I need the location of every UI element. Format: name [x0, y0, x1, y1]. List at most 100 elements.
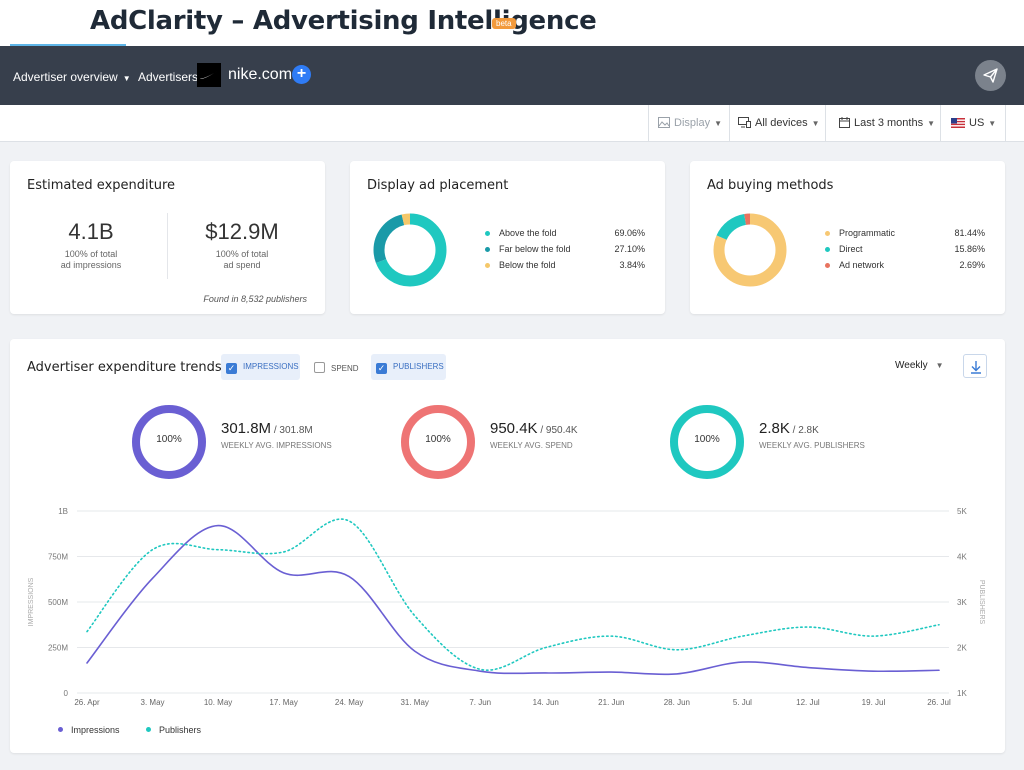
spend-toggle-label: SPEND [331, 364, 359, 373]
y-tick-label: 500M [48, 598, 68, 607]
devices-filter-label: All devices [755, 117, 808, 129]
legend-dot-icon [825, 247, 830, 252]
legend-percentage: 27.10% [614, 244, 645, 254]
donut-slice-far-below-the-fold[interactable] [373, 213, 447, 287]
placement-donut-chart [373, 213, 447, 287]
buying-donut-chart [713, 213, 787, 287]
interval-dropdown[interactable]: Weekly ▼ [895, 360, 944, 371]
overview-label: Advertiser overview [13, 70, 118, 84]
x-tick-label: 19. Jul [862, 698, 886, 707]
publishers-toggle[interactable]: ✓ PUBLISHERS [371, 354, 446, 380]
image-icon [658, 117, 670, 131]
legend-label: Above the fold [499, 228, 557, 238]
legend-label: Programmatic [839, 228, 896, 238]
estimated-expenditure-card: Estimated expenditure 4.1B 100% of total… [10, 161, 325, 314]
y2-tick-label: 2K [957, 644, 967, 653]
calendar-icon [839, 117, 850, 131]
kpi-value: 301.8M / 301.8M [221, 420, 313, 437]
legend-percentage: 69.06% [614, 228, 645, 238]
legend-label: Direct [839, 244, 863, 254]
filter-bar: Display ▼ All devices ▼ Last 3 months ▼ US ▼ [0, 105, 1024, 142]
legend-percentage: 81.44% [954, 228, 985, 238]
impressions-dot-icon [58, 727, 63, 732]
spend-toggle[interactable]: SPEND [309, 354, 361, 380]
download-icon [971, 361, 981, 374]
download-button[interactable] [963, 354, 987, 378]
spend-sub: 100% of total ad spend [215, 249, 269, 270]
x-tick-label: 28. Jun [664, 698, 690, 707]
kpi-label: WEEKLY AVG. IMPRESSIONS [221, 441, 332, 450]
nike-logo-icon [197, 63, 221, 87]
caret-down-icon: ▼ [122, 74, 131, 83]
kpi-ring-label: 100% [425, 434, 451, 445]
placement-legend: Above the fold 69.06% Far below the fold 27… [485, 227, 645, 275]
y2-tick-label: 1K [957, 689, 967, 698]
publishers-dot-icon [146, 727, 152, 732]
found-in-publishers-note: Found in 8,532 publishers [203, 294, 307, 304]
beta-badge: beta [492, 18, 516, 29]
nav-bar: Advertiser overview ▼ Advertisers: nike.c… [0, 46, 1024, 105]
x-tick-label: 26. Jul [927, 698, 951, 707]
legend-publishers-label: Publishers [159, 725, 202, 735]
title-bar: AdClarity – Advertising Intelligence bet… [0, 0, 1024, 46]
legend-row: Direct 15.86% [825, 243, 985, 259]
progress-ring-icon [132, 405, 206, 479]
x-tick-label: 3. May [141, 698, 165, 707]
interval-label: Weekly [895, 360, 928, 371]
legend-impressions-label: Impressions [71, 725, 120, 735]
legend-dot-icon [825, 263, 830, 268]
caret-down-icon: ▼ [988, 119, 997, 128]
kpi-label: WEEKLY AVG. SPEND [490, 441, 573, 450]
legend-percentage: 3.84% [619, 260, 645, 270]
series-line-impressions[interactable] [86, 524, 940, 676]
y-tick-label: 1B [58, 507, 68, 516]
spend-metric: $12.9M 100% of total ad spend [167, 219, 317, 271]
donut-slice-below-the-fold[interactable] [373, 213, 447, 287]
advertiser-domain[interactable]: nike.com [228, 66, 293, 83]
kpi-ring-label: 100% [694, 434, 720, 445]
legend-row: Far below the fold 27.10% [485, 243, 645, 259]
y2-axis-title: PUBLISHERS [978, 580, 985, 625]
x-tick-label: 31. May [400, 698, 428, 707]
display-filter[interactable]: Display ▼ [648, 105, 729, 142]
card-title: Display ad placement [367, 178, 509, 193]
series-line-publishers[interactable] [86, 518, 940, 671]
kpi-label: WEEKLY AVG. PUBLISHERS [759, 441, 865, 450]
checkbox-checked-icon: ✓ [376, 363, 387, 374]
legend-impressions[interactable]: Impressions [58, 725, 120, 735]
legend-dot-icon [485, 247, 490, 252]
x-tick-label: 10. May [204, 698, 232, 707]
checkbox-checked-icon: ✓ [226, 363, 237, 374]
y2-tick-label: 4K [957, 553, 967, 562]
country-filter[interactable]: US ▼ [940, 105, 1006, 142]
y-tick-label: 250M [48, 644, 68, 653]
add-advertiser-button[interactable]: + [292, 65, 311, 84]
caret-down-icon: ▼ [714, 119, 722, 128]
legend-row: Ad network 2.69% [825, 259, 985, 275]
legend-row: Below the fold 3.84% [485, 259, 645, 275]
donut-slice-ad-network[interactable] [713, 213, 787, 287]
publishers-toggle-label: PUBLISHERS [393, 362, 444, 371]
legend-label: Below the fold [499, 260, 556, 270]
spend-value: $12.9M [205, 219, 279, 244]
us-flag-icon [951, 118, 965, 131]
period-filter-label: Last 3 months [854, 117, 924, 129]
legend-row: Programmatic 81.44% [825, 227, 985, 243]
card-title: Ad buying methods [707, 178, 834, 193]
x-tick-label: 24. May [335, 698, 363, 707]
trend-line-chart: 0 1K 250M 2K 500M 3K 750M 4K 1B 5K IMPRESSIONS PUBL… [28, 507, 985, 707]
legend-percentage: 15.86% [954, 244, 985, 254]
share-button[interactable] [975, 60, 1006, 91]
x-tick-label: 12. Jul [796, 698, 820, 707]
y-axis-title: IMPRESSIONS [28, 577, 35, 626]
legend-dot-icon [825, 231, 830, 236]
legend-publishers[interactable]: Publishers [146, 725, 201, 735]
impressions-toggle[interactable]: ✓ IMPRESSIONS [221, 354, 300, 380]
advertiser-overview-dropdown[interactable]: Advertiser overview ▼ [13, 70, 131, 84]
y2-tick-label: 5K [957, 507, 967, 516]
devices-filter[interactable]: All devices ▼ [729, 105, 825, 142]
period-filter[interactable]: Last 3 months ▼ [825, 105, 940, 142]
x-tick-label: 5. Jul [733, 698, 752, 707]
divider [167, 213, 168, 279]
trends-title: Advertiser expenditure trends [27, 360, 222, 375]
